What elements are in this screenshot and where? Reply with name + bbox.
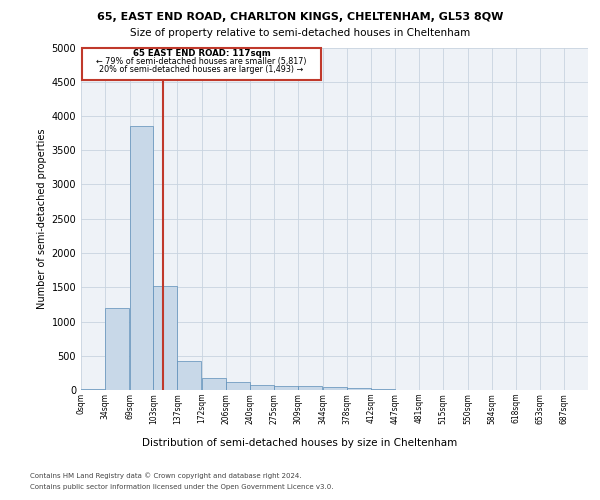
Bar — [323, 386, 347, 390]
Bar — [298, 386, 322, 390]
Bar — [274, 386, 298, 390]
Bar — [347, 388, 371, 390]
Bar — [226, 382, 250, 390]
Bar — [105, 308, 129, 390]
Text: Distribution of semi-detached houses by size in Cheltenham: Distribution of semi-detached houses by … — [142, 438, 458, 448]
Y-axis label: Number of semi-detached properties: Number of semi-detached properties — [37, 128, 47, 309]
Bar — [178, 360, 201, 390]
Text: Size of property relative to semi-detached houses in Cheltenham: Size of property relative to semi-detach… — [130, 28, 470, 38]
Text: ← 79% of semi-detached houses are smaller (5,817): ← 79% of semi-detached houses are smalle… — [97, 56, 307, 66]
Bar — [81, 388, 105, 390]
Bar — [82, 48, 322, 80]
Bar — [250, 384, 274, 390]
Bar — [202, 378, 226, 390]
Text: 20% of semi-detached houses are larger (1,493) →: 20% of semi-detached houses are larger (… — [100, 65, 304, 74]
Text: 65, EAST END ROAD, CHARLTON KINGS, CHELTENHAM, GL53 8QW: 65, EAST END ROAD, CHARLTON KINGS, CHELT… — [97, 12, 503, 22]
Text: 65 EAST END ROAD: 117sqm: 65 EAST END ROAD: 117sqm — [133, 49, 271, 58]
Bar — [154, 286, 178, 390]
Text: Contains public sector information licensed under the Open Government Licence v3: Contains public sector information licen… — [30, 484, 334, 490]
Bar — [130, 126, 154, 390]
Bar — [371, 389, 395, 390]
Text: Contains HM Land Registry data © Crown copyright and database right 2024.: Contains HM Land Registry data © Crown c… — [30, 472, 302, 479]
